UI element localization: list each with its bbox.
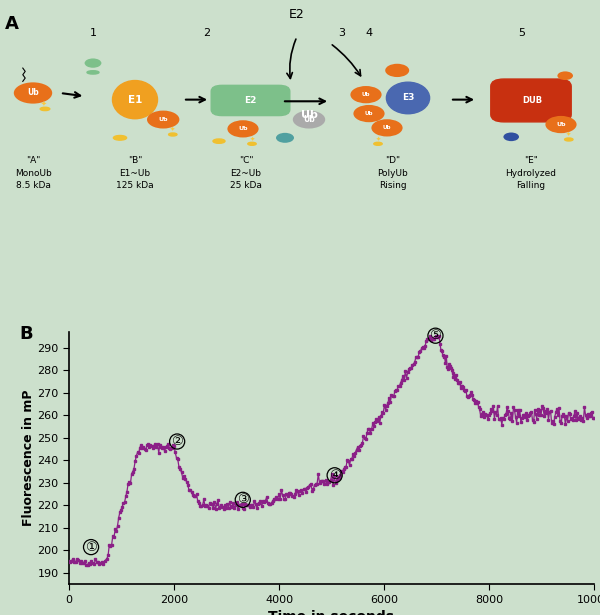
Text: "E"
Hydrolyzed
Falling: "E" Hydrolyzed Falling xyxy=(505,156,557,190)
Text: Ub: Ub xyxy=(27,89,39,98)
Text: E3: E3 xyxy=(402,93,414,103)
Text: 3: 3 xyxy=(338,28,346,38)
Ellipse shape xyxy=(248,142,256,145)
Circle shape xyxy=(385,64,409,77)
Circle shape xyxy=(353,105,385,122)
Text: Ub: Ub xyxy=(362,92,370,97)
Circle shape xyxy=(147,111,179,129)
Text: ✦: ✦ xyxy=(40,101,46,106)
Text: "B"
E1~Ub
125 kDa: "B" E1~Ub 125 kDa xyxy=(116,156,154,190)
Text: ✦: ✦ xyxy=(376,137,380,141)
Ellipse shape xyxy=(213,139,225,143)
Circle shape xyxy=(545,116,577,133)
Text: ✦: ✦ xyxy=(566,132,571,137)
Circle shape xyxy=(293,111,325,129)
Text: E2: E2 xyxy=(289,9,305,22)
Text: "D"
PolyUb
Rising: "D" PolyUb Rising xyxy=(377,156,409,190)
Text: "C"
E2~Ub
25 kDa: "C" E2~Ub 25 kDa xyxy=(230,156,262,190)
Text: A: A xyxy=(5,15,19,33)
Text: ③: ③ xyxy=(237,493,249,506)
Text: Ub: Ub xyxy=(301,109,317,119)
Text: ①: ① xyxy=(85,541,97,554)
Text: ④: ④ xyxy=(329,469,341,482)
Ellipse shape xyxy=(565,138,573,141)
X-axis label: Time in seconds: Time in seconds xyxy=(269,610,395,615)
Y-axis label: Fluorescence in mP: Fluorescence in mP xyxy=(22,390,35,526)
Text: E2: E2 xyxy=(245,96,257,105)
Circle shape xyxy=(557,71,573,80)
Ellipse shape xyxy=(113,81,157,119)
Text: ✦: ✦ xyxy=(250,137,254,141)
FancyBboxPatch shape xyxy=(211,85,290,116)
Circle shape xyxy=(227,120,259,138)
Text: 5: 5 xyxy=(518,28,526,38)
Text: 4: 4 xyxy=(365,28,373,38)
Text: 2: 2 xyxy=(203,28,211,38)
Text: B: B xyxy=(19,325,33,343)
Text: E1: E1 xyxy=(128,95,142,105)
Text: Ub: Ub xyxy=(158,117,168,122)
Ellipse shape xyxy=(374,142,382,145)
Circle shape xyxy=(276,133,294,143)
Circle shape xyxy=(371,119,403,137)
Ellipse shape xyxy=(113,135,127,140)
Text: DUB: DUB xyxy=(522,96,542,105)
Circle shape xyxy=(350,86,382,103)
Circle shape xyxy=(14,82,52,103)
Text: Ub: Ub xyxy=(383,125,391,130)
Circle shape xyxy=(85,58,101,68)
Circle shape xyxy=(503,132,519,141)
Text: Ub: Ub xyxy=(238,126,248,132)
Text: ✦: ✦ xyxy=(170,127,175,132)
Ellipse shape xyxy=(87,71,99,74)
Text: ⑤: ⑤ xyxy=(430,329,442,342)
Text: Ub: Ub xyxy=(303,115,315,124)
Ellipse shape xyxy=(386,82,430,114)
Text: 1: 1 xyxy=(89,28,97,38)
FancyBboxPatch shape xyxy=(491,79,571,122)
Text: Ub: Ub xyxy=(556,122,566,127)
Text: Ub: Ub xyxy=(365,111,373,116)
Text: ②: ② xyxy=(171,435,183,448)
Text: "A"
MonoUb
8.5 kDa: "A" MonoUb 8.5 kDa xyxy=(14,156,52,190)
Ellipse shape xyxy=(40,107,50,111)
Ellipse shape xyxy=(169,133,177,136)
